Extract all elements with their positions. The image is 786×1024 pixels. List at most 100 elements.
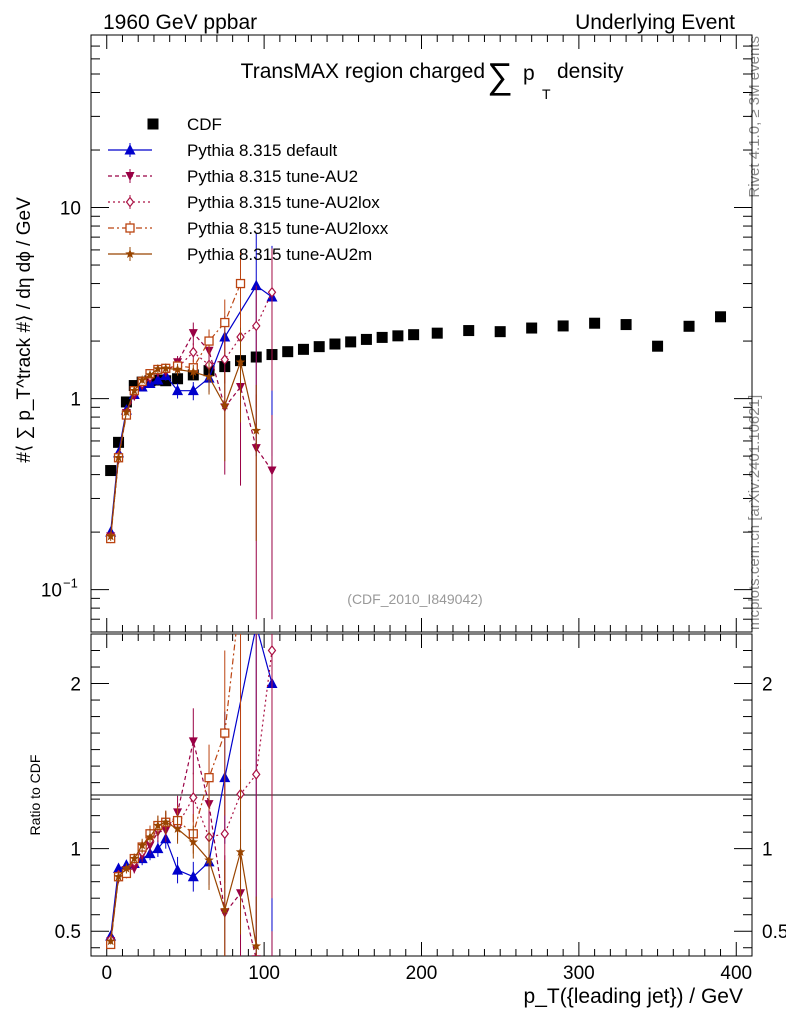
cdf-point [128, 380, 140, 392]
au2m-ratio-point [129, 853, 140, 863]
ylabel-ratio: Ratio to CDF [27, 755, 43, 836]
header-right: Underlying Event [575, 11, 735, 34]
default-point [250, 279, 262, 291]
au2m-ratio-point [153, 820, 163, 830]
plot-title: TransMAX region charged ∑ p T density [241, 55, 624, 102]
au2loxx-point [204, 336, 214, 346]
cdf-point [392, 330, 404, 342]
cdf-point [120, 396, 132, 408]
legend-marker-au2m [125, 249, 135, 259]
au2lox-ratio-point [189, 791, 198, 803]
y-tick-label-ratio: 2 [70, 675, 81, 696]
default-ratio-point [152, 842, 164, 854]
x-tick-label: 400 [720, 963, 752, 984]
default-point [152, 374, 164, 385]
legend-label-au2m: Pythia 8.315 tune-AU2m [187, 245, 372, 264]
cdf-point [463, 325, 475, 337]
y-tick-label-main: 10 [41, 581, 62, 602]
au2m-point [137, 375, 147, 385]
cdf-point [345, 336, 357, 348]
au2m-point [121, 407, 132, 417]
legend-label-default: Pythia 8.315 default [187, 141, 338, 160]
au2lox-point [267, 286, 277, 298]
y-tick-label-main: 10 [60, 199, 81, 220]
cdf-point [408, 329, 420, 341]
y-tick-label-ratio-right: 1 [762, 840, 773, 861]
header-left: 1960 GeV ppbar [103, 11, 257, 34]
au2-point [188, 329, 198, 339]
cdf-point [360, 333, 372, 345]
cdf-point [113, 436, 125, 448]
au2m-ratio-point [235, 846, 246, 857]
ratio-plot-area [105, 589, 278, 956]
y-tick-label-ratio: 1 [70, 840, 81, 861]
au2lox-point [189, 346, 198, 358]
cdf-point [526, 322, 538, 334]
y-tick-label-ratio-right: 0.5 [762, 922, 786, 943]
cdf-point [683, 320, 695, 332]
au2lox-ratio-point [220, 828, 230, 840]
side-mcplots: mcplots.cern.ch [arXiv:2401.10621] [746, 395, 763, 630]
au2m-ratio-point [161, 817, 171, 827]
cdf-point [620, 319, 632, 331]
legend-marker-au2loxx [125, 223, 135, 233]
legend-label-au2: Pythia 8.315 tune-AU2 [187, 167, 358, 186]
au2m-point [129, 385, 140, 395]
au2-ratio-point [129, 864, 139, 874]
au2m-line [110, 360, 257, 537]
au2m-point [153, 363, 163, 373]
cdf-point [431, 327, 443, 339]
au2m-ratio-point [113, 871, 124, 881]
au2m-point [145, 369, 155, 379]
default-ratio-point [113, 862, 125, 873]
y-tick-label-main-exp: −1 [63, 576, 78, 591]
au2-ratio-point [188, 737, 198, 747]
cdf-point [589, 317, 601, 329]
au2lox-ratio-point [267, 645, 277, 656]
au2loxx-ratio-line [110, 634, 237, 945]
x-tick-label: 200 [406, 963, 438, 984]
x-tick-label: 300 [563, 963, 595, 984]
cdf-point [557, 320, 569, 332]
y-tick-label-ratio-right: 2 [762, 675, 773, 696]
side-rivet: Rivet 4.1.0, ≥ 3M events [746, 36, 763, 198]
x-tick-label: 0 [101, 963, 112, 984]
legend-marker-default [124, 144, 136, 155]
ylabel-main-text: #⟨ ∑ p_T^track #⟩ / dη dϕ / GeV [14, 197, 35, 463]
title-tail: density [557, 60, 624, 83]
au2loxx-ratio-point [237, 589, 245, 597]
title-p: p [523, 62, 535, 85]
default-point [172, 384, 184, 396]
au2m-point [113, 452, 124, 462]
au2loxx-point [235, 278, 246, 289]
xlabel: p_T({leading jet}) / GeV [524, 985, 743, 1008]
au2m-point [188, 366, 199, 376]
legend-marker-cdf [147, 118, 159, 130]
au2m-point [235, 357, 246, 367]
au2m-ratio-point [204, 855, 214, 865]
cdf-point [105, 465, 117, 477]
default-ratio-line [110, 634, 273, 937]
au2m-ratio-point [137, 840, 147, 850]
au2m-point [172, 364, 183, 374]
cdf-point [376, 331, 388, 343]
au2m-point [220, 400, 230, 410]
au2m-ratio-point [172, 823, 183, 833]
au2loxx-ratio-point [220, 728, 230, 738]
au2-point [267, 466, 277, 476]
legend-marker-au2lox [125, 196, 135, 208]
au2m-ratio-point [220, 904, 230, 914]
cdf-point [297, 343, 309, 355]
legend-label-au2loxx: Pythia 8.315 tune-AU2loxx [187, 219, 389, 238]
au2m-ratio-point [188, 837, 199, 847]
cdf-point [652, 340, 664, 352]
default-ratio-point [251, 620, 262, 631]
title-t: T [542, 86, 551, 102]
title-sum: ∑ [487, 55, 513, 96]
title-text: TransMAX region charged [241, 60, 485, 83]
axis-ticks [91, 34, 752, 956]
default-point [187, 384, 199, 396]
au2m-ratio-point [251, 941, 262, 951]
